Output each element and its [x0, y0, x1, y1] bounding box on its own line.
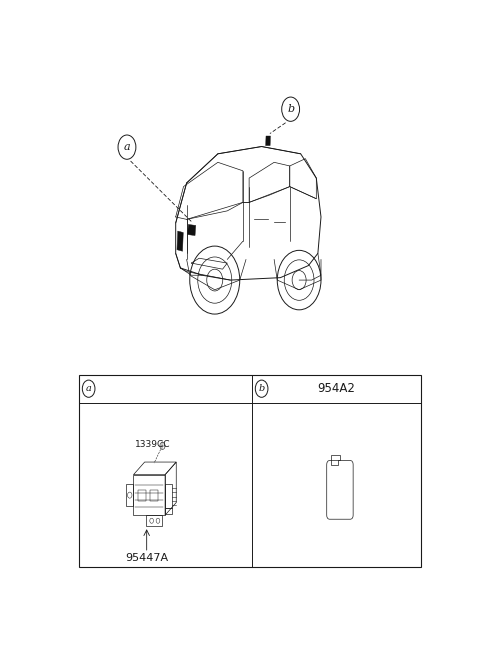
Bar — [165, 509, 172, 514]
Bar — [126, 484, 133, 507]
Bar — [133, 475, 165, 515]
Bar — [150, 490, 158, 501]
Text: 1339CC: 1339CC — [135, 440, 171, 449]
Text: a: a — [124, 142, 130, 152]
Polygon shape — [265, 136, 270, 146]
Text: b: b — [259, 384, 265, 393]
Bar — [138, 490, 146, 501]
Text: 954A2: 954A2 — [317, 382, 355, 396]
Bar — [79, 374, 421, 567]
Bar — [146, 515, 162, 526]
Text: a: a — [86, 384, 92, 393]
Bar — [165, 484, 172, 508]
Text: 95447A: 95447A — [125, 553, 168, 563]
Polygon shape — [188, 225, 196, 236]
Text: b: b — [287, 104, 294, 114]
Polygon shape — [177, 231, 183, 251]
